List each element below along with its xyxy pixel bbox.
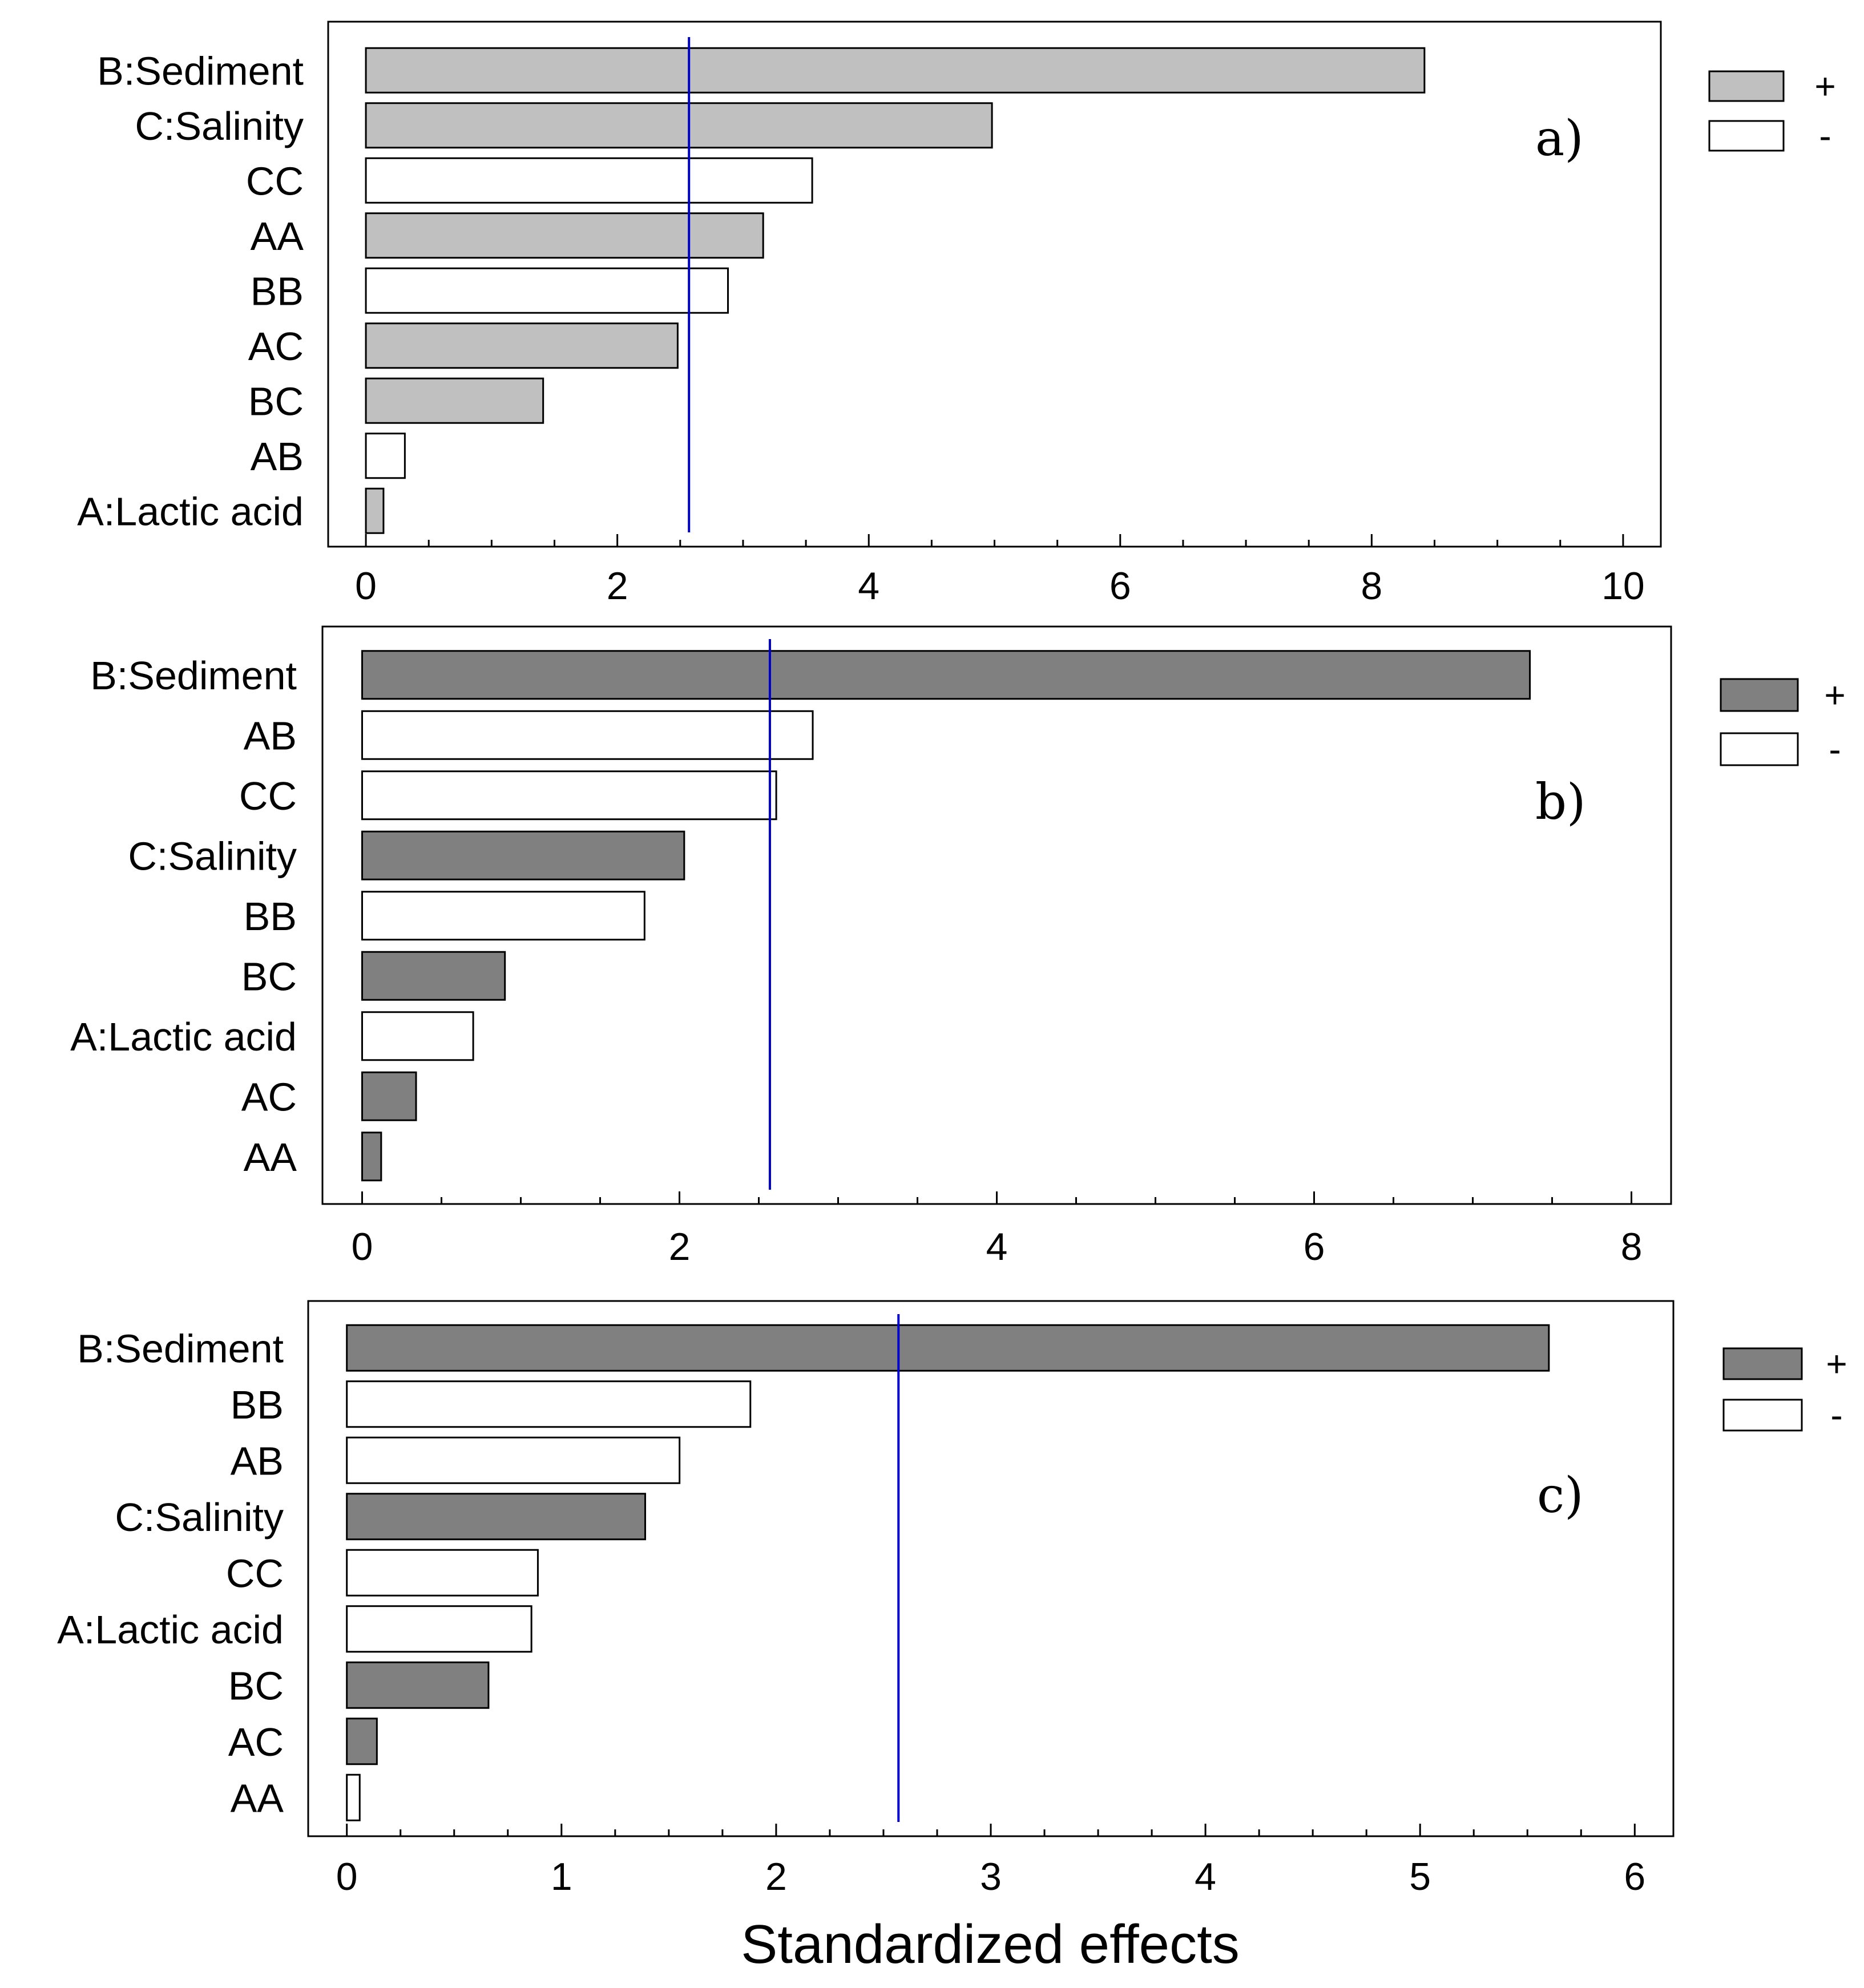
bar-ac [346, 1718, 378, 1765]
category-label: AC [248, 324, 304, 369]
category-label: A:Lactic acid [57, 1607, 284, 1652]
bar-bb [365, 267, 729, 314]
category-label: A:Lactic acid [77, 489, 304, 534]
category-label: A:Lactic acid [70, 1015, 297, 1059]
tick-label: 1 [551, 1855, 572, 1898]
x-axis-title: Standardized effects [741, 1914, 1239, 1975]
category-label: AC [228, 1720, 284, 1764]
panel-label: a) [1535, 110, 1584, 167]
legend-negative-swatch [1708, 120, 1785, 152]
tick-label: 4 [1195, 1855, 1216, 1898]
bar-ab [361, 710, 814, 760]
category-label: BB [251, 269, 304, 313]
category-label: BB [231, 1383, 284, 1427]
bar-aa [361, 1132, 382, 1182]
category-label: C:Salinity [135, 104, 304, 148]
category-label: AC [241, 1074, 297, 1119]
tick-label: 6 [1624, 1855, 1645, 1898]
category-label: BC [241, 954, 297, 999]
category-label: AB [231, 1439, 284, 1483]
legend-positive-label: + [1826, 1343, 1847, 1384]
legend-negative-label: - [1819, 115, 1831, 156]
tick-label: 2 [607, 564, 628, 608]
tick-label: 6 [1109, 564, 1131, 608]
bar-bc [365, 377, 544, 424]
bar-b-sediment [346, 1324, 1550, 1372]
category-label: BC [248, 379, 304, 423]
legend-positive-swatch [1722, 1347, 1803, 1380]
category-label: BC [228, 1663, 284, 1708]
category-label: AB [251, 434, 304, 479]
bar-a-lactic-acid [361, 1011, 474, 1061]
bar-c-salinity [361, 830, 685, 880]
category-label: B:Sediment [97, 49, 304, 93]
legend-positive-swatch [1720, 678, 1799, 712]
tick-label: 8 [1361, 564, 1382, 608]
chart-panel-b: B:Sediment AB CC C:Salinity BB BC A:Lactic aci… [70, 625, 1846, 1268]
tick-label: 10 [1601, 564, 1645, 608]
legend-positive-label: + [1814, 66, 1835, 107]
legend-positive-swatch [1708, 70, 1785, 102]
bar-b-sediment [365, 47, 1426, 94]
category-label: C:Salinity [128, 834, 297, 878]
legend-negative-swatch [1720, 732, 1799, 766]
bar-aa [365, 212, 764, 259]
pareto-panels: B:Sediment C:Salinity CC AA BB AC BC AB A:Lactic… [57, 21, 1847, 1898]
legend-negative-label: - [1830, 1395, 1842, 1436]
panel-label: c) [1537, 1467, 1584, 1524]
panel-label: b) [1535, 774, 1586, 831]
tick-label: 2 [765, 1855, 787, 1898]
tick-label: 4 [986, 1225, 1008, 1268]
bar-bc [361, 951, 506, 1001]
tick-label: 2 [669, 1225, 691, 1268]
chart-panel-a: B:Sediment C:Salinity CC AA BB AC BC AB A:Lactic… [77, 21, 1836, 608]
chart-panel-c: B:Sediment BB AB C:Salinity CC A:Lactic acid B… [57, 1300, 1847, 1898]
category-label: CC [226, 1551, 284, 1595]
tick-label: 3 [980, 1855, 1002, 1898]
bar-ab [346, 1436, 681, 1484]
bar-cc [361, 770, 777, 821]
tick-label: 4 [858, 564, 879, 608]
bar-c-salinity [346, 1493, 646, 1541]
bar-aa [346, 1773, 361, 1821]
tick-label: 6 [1304, 1225, 1325, 1268]
tick-label: 5 [1409, 1855, 1431, 1898]
bar-ac [365, 322, 679, 369]
bar-cc [346, 1549, 539, 1597]
tick-label: 8 [1621, 1225, 1643, 1268]
bar-bb [346, 1380, 752, 1428]
bar-b-sediment [361, 650, 1531, 700]
tick-label: 0 [352, 1225, 373, 1268]
category-label: BB [244, 894, 297, 939]
category-label: C:Salinity [115, 1495, 284, 1540]
bar-cc [365, 157, 813, 204]
category-label: CC [239, 774, 297, 818]
tick-label: 0 [336, 1855, 358, 1898]
legend-negative-label: - [1829, 729, 1841, 770]
category-label: CC [246, 159, 304, 203]
bar-a-lactic-acid [365, 487, 385, 534]
bar-ab [365, 433, 406, 479]
legend-negative-swatch [1722, 1399, 1803, 1432]
category-label: B:Sediment [77, 1326, 284, 1371]
category-label: AA [231, 1776, 284, 1820]
tick-label: 0 [355, 564, 377, 608]
category-label: AA [244, 1135, 297, 1179]
bar-a-lactic-acid [346, 1605, 532, 1653]
category-label: AB [244, 713, 297, 758]
category-label: B:Sediment [90, 653, 297, 698]
legend-positive-label: + [1824, 674, 1845, 716]
bar-bc [346, 1661, 490, 1709]
category-label: AA [251, 214, 304, 258]
bar-bb [361, 891, 645, 941]
bar-c-salinity [365, 102, 993, 149]
bar-ac [361, 1071, 417, 1121]
